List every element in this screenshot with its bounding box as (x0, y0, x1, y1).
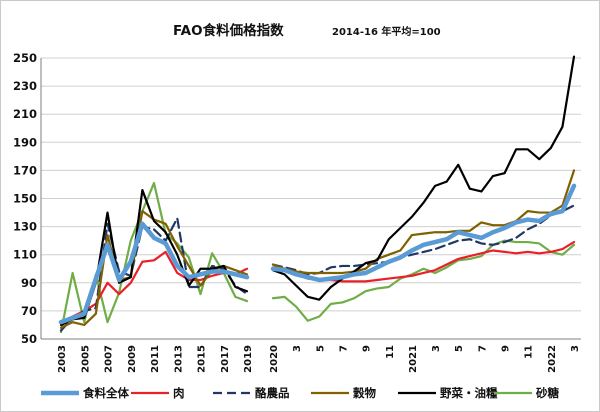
x-tick-annual-2009: 2009 (127, 345, 138, 373)
x-tick-monthly-2020-11: 11 (385, 345, 396, 359)
series-line-monthly-穀物 (271, 169, 576, 275)
x-tick-monthly-2021-01: 2021 (408, 345, 419, 373)
x-tick-monthly-2022-03: 3 (570, 345, 581, 352)
y-tick-70: 70 (21, 304, 37, 318)
x-tick-monthly-2021-09: 9 (501, 345, 512, 352)
x-tick-annual-2007: 2007 (104, 345, 115, 373)
legend-label-食料全体: 食料全体 (83, 386, 129, 400)
x-tick-annual-2017: 2017 (220, 345, 231, 373)
chart-title: FAO食料価格指数 (173, 22, 284, 39)
y-tick-110: 110 (13, 248, 37, 262)
series-line-monthly-肉 (271, 240, 576, 283)
y-tick-230: 230 (13, 79, 37, 93)
series-lines (58, 55, 577, 334)
y-tick-130: 130 (13, 220, 37, 234)
series-line-monthly-酪農品 (271, 204, 576, 276)
x-tick-monthly-2021-03: 3 (431, 345, 442, 352)
legend: 食料全体 肉 酪農品 穀物 野菜・油糧 砂糖 (41, 386, 559, 400)
y-tick-250: 250 (13, 51, 37, 65)
x-tick-annual-2015: 2015 (197, 345, 208, 373)
y-tick-50: 50 (21, 332, 37, 346)
legend-label-酪農品: 酪農品 (255, 386, 290, 400)
y-tick-190: 190 (13, 135, 37, 149)
axes (40, 58, 581, 340)
y-axis-ticks: 50 70 90 110 130 150 170 190 210 230 250 (13, 51, 37, 346)
x-tick-monthly-2022-01: 2022 (547, 345, 558, 373)
legend-label-穀物: 穀物 (352, 386, 376, 400)
x-tick-monthly-2021-11: 11 (524, 345, 535, 359)
x-tick-annual-2003: 2003 (57, 345, 68, 373)
x-tick-monthly-2021-05: 5 (454, 345, 465, 352)
legend-label-野菜・油糧: 野菜・油糧 (440, 386, 498, 400)
legend-label-砂糖: 砂糖 (536, 386, 559, 400)
series-line-monthly-砂糖 (271, 239, 576, 322)
chart-subtitle: 2014-16 年平均=100 (332, 25, 441, 38)
x-axis-ticks: 2003 2005 2007 2009 2011 2013 2015 2017 2019 2020… (57, 345, 581, 373)
x-tick-monthly-2020-03: 3 (292, 345, 303, 352)
x-tick-monthly-2020-01: 2020 (269, 345, 280, 373)
y-tick-150: 150 (13, 192, 37, 206)
legend-label-肉: 肉 (173, 386, 185, 400)
series-line-annual-肉 (59, 250, 249, 324)
y-tick-90: 90 (21, 276, 37, 290)
y-tick-210: 210 (13, 107, 37, 121)
series-line-monthly-食料全体 (270, 183, 577, 283)
x-tick-monthly-2020-05: 5 (315, 345, 326, 352)
series-line-annual-食料全体 (58, 221, 250, 325)
series-line-annual-酪農品 (59, 217, 249, 332)
x-tick-monthly-2021-07: 7 (477, 345, 488, 352)
x-tick-annual-2011: 2011 (150, 345, 161, 373)
x-tick-annual-2019: 2019 (243, 345, 254, 373)
x-tick-annual-2005: 2005 (80, 345, 91, 373)
x-tick-monthly-2020-09: 9 (362, 345, 373, 352)
x-tick-annual-2013: 2013 (173, 345, 184, 373)
series-line-monthly-野菜・油糧 (271, 55, 576, 301)
y-tick-170: 170 (13, 163, 37, 177)
x-tick-monthly-2020-07: 7 (338, 345, 349, 352)
